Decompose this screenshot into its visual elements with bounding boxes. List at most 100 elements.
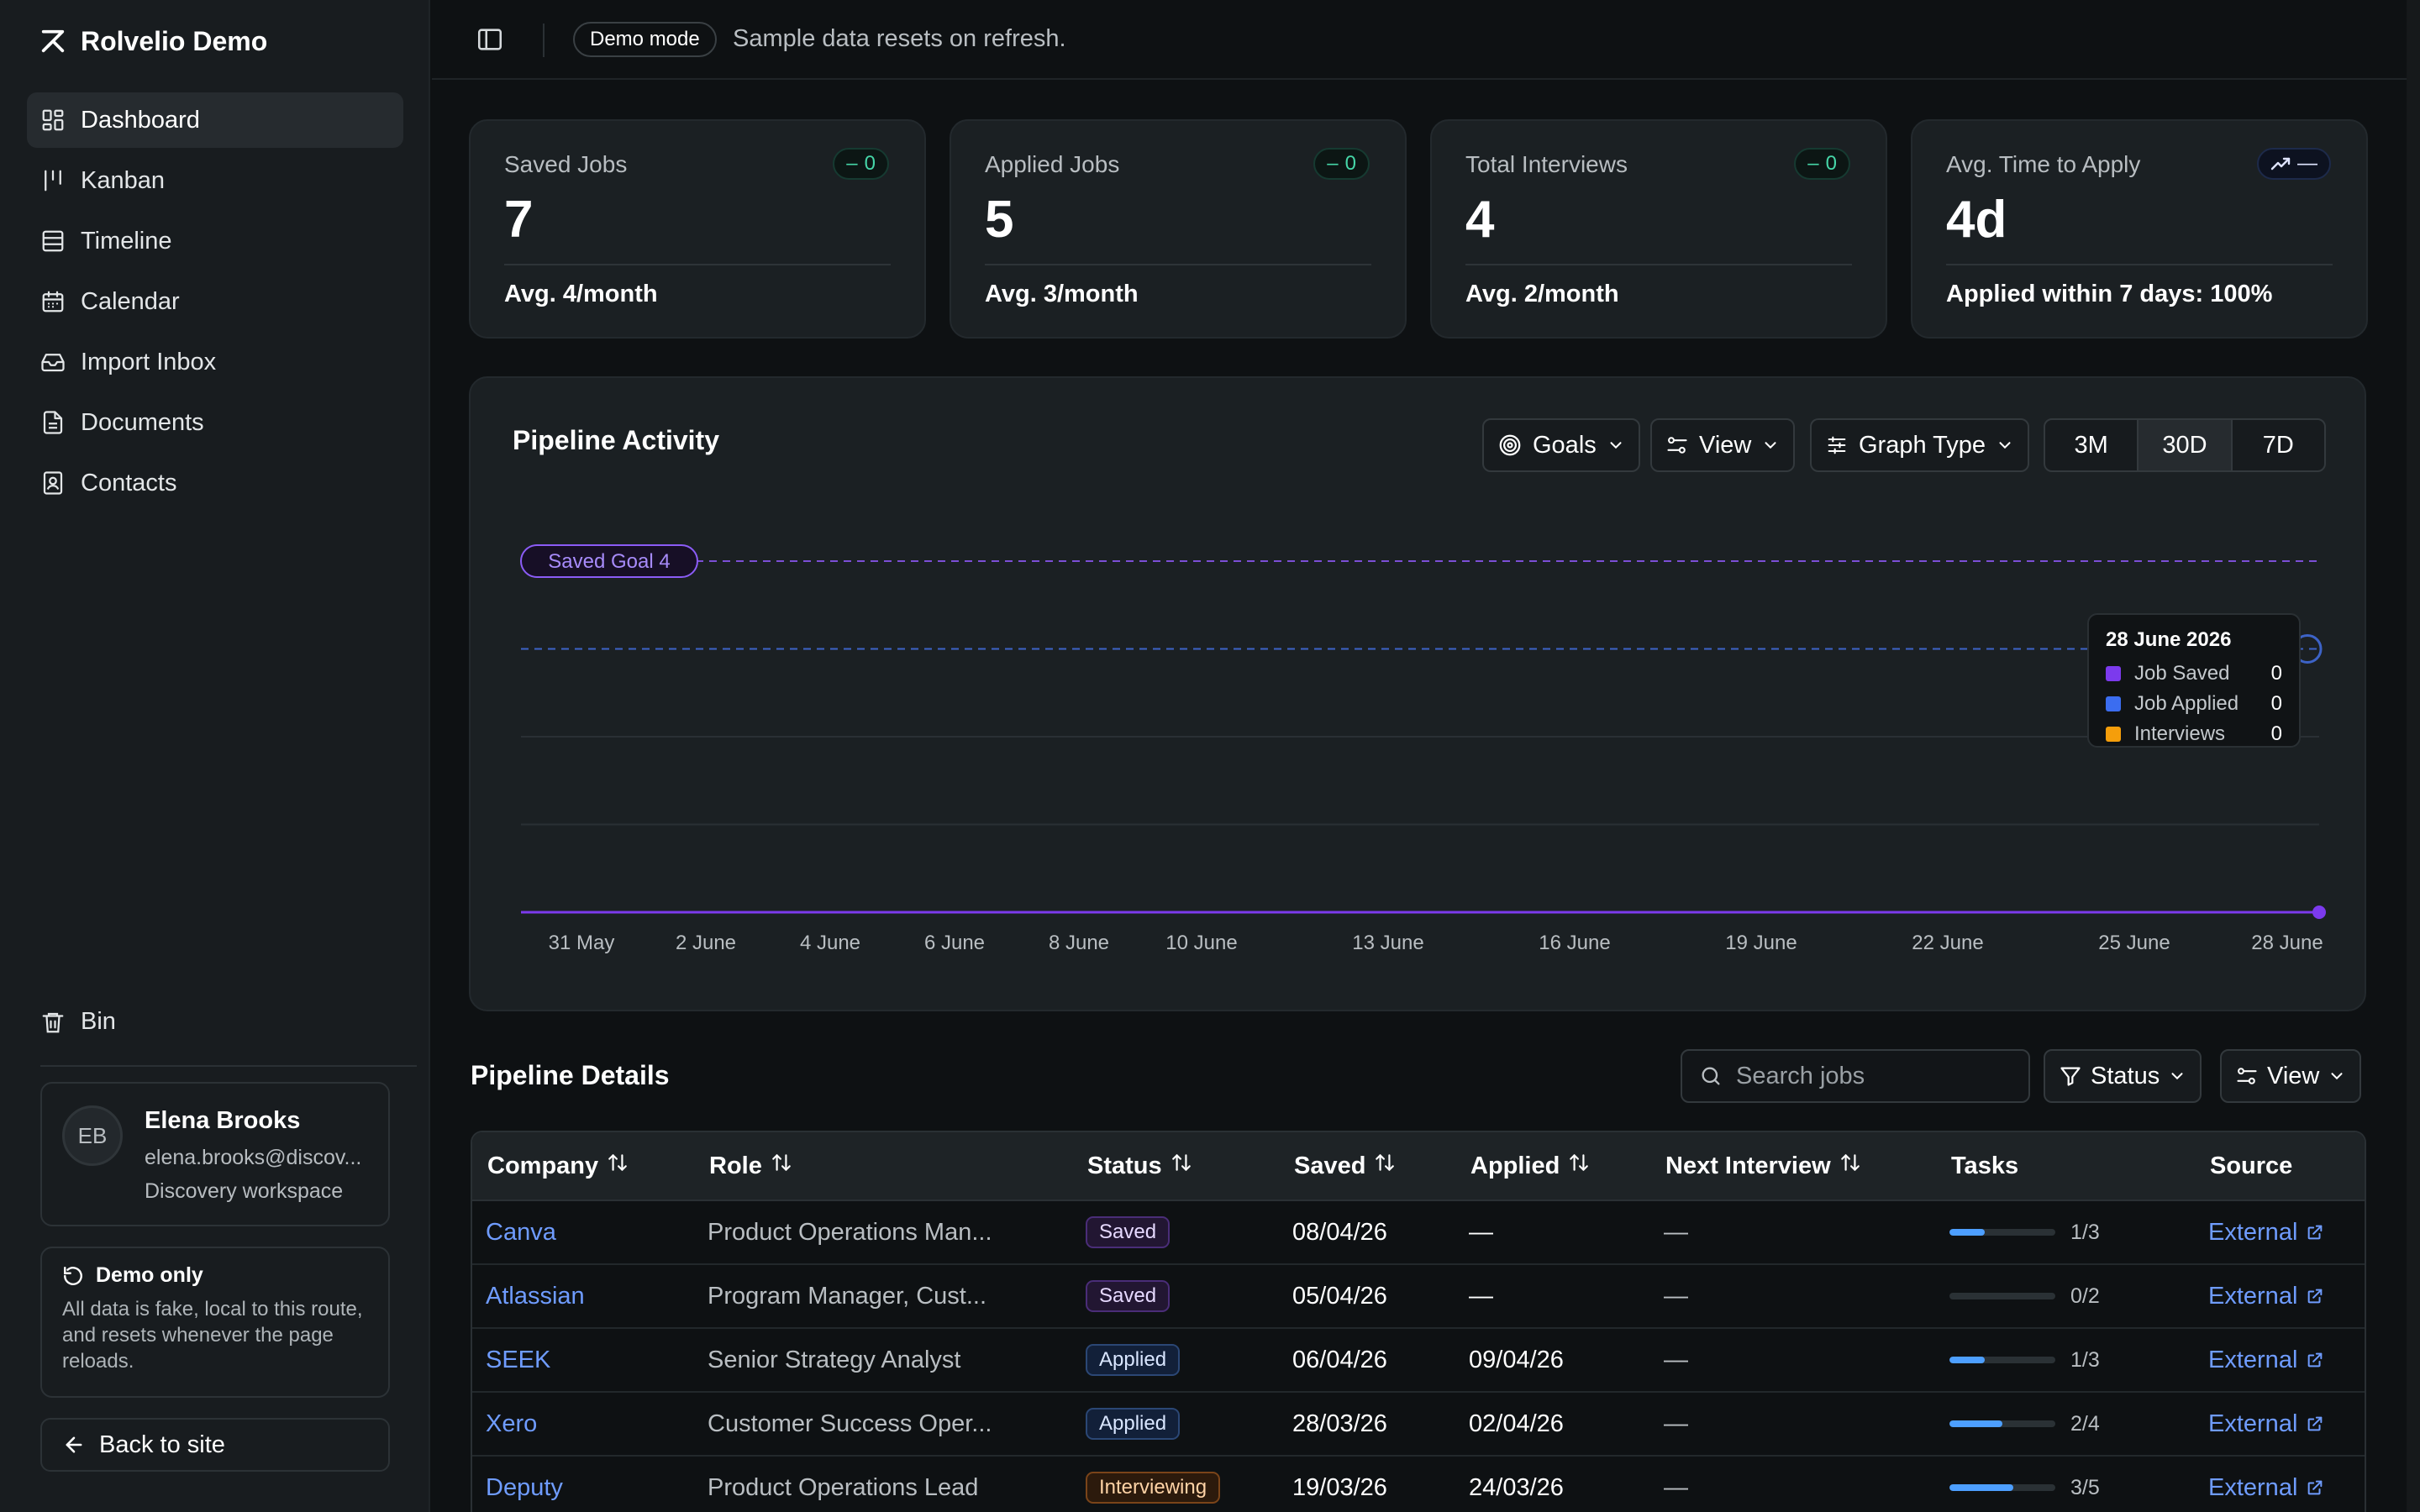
trending-up-icon	[2270, 157, 2291, 171]
external-link[interactable]: External	[2208, 1474, 2363, 1502]
sidebar-item-import-inbox[interactable]: Import Inbox	[27, 334, 403, 390]
tooltip-value: 0	[2270, 722, 2282, 745]
cell-company[interactable]: SEEK	[486, 1346, 551, 1373]
range-7d[interactable]: 7D	[2262, 431, 2294, 459]
inbox-icon	[41, 354, 65, 372]
trend-badge: —	[2257, 148, 2331, 180]
tooltip-row-job-saved: Job Saved 0	[2106, 659, 2282, 689]
cell-applied: 24/03/26	[1469, 1473, 1564, 1501]
stat-divider	[985, 264, 1371, 265]
table-header: Company Role Status Saved Applied Next I…	[472, 1132, 2365, 1201]
sidebar-item-label: Dashboard	[81, 106, 200, 134]
cell-next-interview: —	[1664, 1410, 1688, 1437]
status-filter-label: Status	[2091, 1062, 2160, 1089]
task-progress: 1/3	[1949, 1348, 2195, 1373]
chevron-down-icon	[2171, 1073, 2183, 1080]
trend-value: —	[2297, 152, 2317, 175]
graph-type-dropdown[interactable]: Graph Type	[1810, 418, 2030, 472]
external-link[interactable]: External	[2208, 1410, 2363, 1438]
stat-divider	[1465, 264, 1852, 265]
pipeline-activity-chart[interactable]: Saved Goal 4 31 May 2 June 4 June 6 June 8 Ju…	[471, 378, 2368, 1013]
cell-saved: 08/04/26	[1292, 1218, 1387, 1246]
task-progress: 2/4	[1949, 1412, 2195, 1436]
cell-status: Applied	[1072, 1344, 1279, 1376]
sidebar-item-label: Timeline	[81, 227, 172, 255]
stat-label: Total Interviews	[1465, 151, 1628, 177]
progress-fill	[1949, 1420, 2002, 1427]
sidebar-item-documents[interactable]: Documents	[27, 395, 403, 450]
filter-icon	[2060, 1067, 2081, 1086]
column-company[interactable]: Company	[472, 1152, 694, 1180]
table-row[interactable]: Deputy Product Operations Lead Interviewin…	[472, 1457, 2365, 1512]
profile-card[interactable]: EB Elena Brooks elena.brooks@discov... D…	[40, 1082, 390, 1226]
stat-footer: Avg. 4/month	[504, 281, 658, 307]
column-saved[interactable]: Saved	[1279, 1152, 1455, 1180]
table-row[interactable]: Xero Customer Success Oper... Applied 28/03…	[472, 1393, 2365, 1457]
view-dropdown[interactable]: View	[1650, 418, 1796, 472]
sidebar-item-kanban[interactable]: Kanban	[27, 153, 403, 208]
search-input[interactable]	[1736, 1062, 2005, 1090]
table-row[interactable]: Atlassian Program Manager, Cust... Saved 05…	[472, 1265, 2365, 1329]
sidebar-toggle-icon[interactable]	[476, 25, 504, 54]
cell-company[interactable]: Xero	[486, 1410, 538, 1437]
range-30d[interactable]: 30D	[2139, 420, 2233, 470]
brand[interactable]: Rolvelio Demo	[39, 24, 267, 59]
cell-applied: —	[1469, 1218, 1493, 1246]
stat-footer: Avg. 3/month	[985, 281, 1139, 307]
task-count: 1/3	[2070, 1347, 2100, 1372]
calendar-icon	[42, 291, 64, 312]
cell-source: External	[2195, 1219, 2363, 1247]
goals-dropdown[interactable]: Goals	[1482, 418, 1640, 472]
tooltip-value: 0	[2270, 692, 2282, 715]
cell-saved: 06/04/26	[1292, 1346, 1387, 1373]
cell-company[interactable]: Canva	[486, 1218, 556, 1246]
table-view-dropdown[interactable]: View	[2220, 1049, 2362, 1103]
external-link-icon	[2308, 1352, 2323, 1368]
cell-saved: 19/03/26	[1292, 1473, 1387, 1501]
pipeline-details-title: Pipeline Details	[471, 1060, 670, 1090]
external-link-label: External	[2208, 1410, 2298, 1437]
table-row[interactable]: Canva Product Operations Man... Saved 08/04…	[472, 1201, 2365, 1265]
sidebar: Rolvelio Demo Dashboard Kanban Timeline …	[0, 0, 430, 1512]
external-link-label: External	[2208, 1282, 2298, 1310]
external-link[interactable]: External	[2208, 1219, 2363, 1247]
sort-icon	[607, 1152, 629, 1180]
column-label: Source	[2210, 1152, 2293, 1179]
column-role[interactable]: Role	[694, 1152, 1072, 1180]
column-next-interview[interactable]: Next Interview	[1650, 1152, 1936, 1180]
external-link[interactable]: External	[2208, 1283, 2363, 1310]
sidebar-item-label: Documents	[81, 408, 204, 436]
back-to-site-button[interactable]: Back to site	[40, 1418, 390, 1472]
minus-icon: –	[846, 152, 858, 175]
search-box[interactable]	[1681, 1049, 2030, 1103]
column-applied[interactable]: Applied	[1455, 1152, 1650, 1180]
cell-next-interview: —	[1664, 1473, 1688, 1501]
sort-icon	[1568, 1152, 1590, 1180]
back-to-site-label: Back to site	[99, 1431, 225, 1458]
cell-applied: 09/04/26	[1469, 1346, 1564, 1373]
scrollbar[interactable]	[2407, 0, 2420, 1512]
range-3m[interactable]: 3M	[2045, 420, 2139, 470]
sidebar-item-calendar[interactable]: Calendar	[27, 274, 403, 329]
sidebar-item-contacts[interactable]: Contacts	[27, 455, 403, 511]
chevron-down-icon	[2331, 1073, 2343, 1080]
status-filter-dropdown[interactable]: Status	[2044, 1049, 2202, 1103]
cell-company[interactable]: Atlassian	[486, 1282, 585, 1310]
column-label: Status	[1087, 1152, 1162, 1179]
progress-fill	[1949, 1229, 1985, 1236]
cell-company[interactable]: Deputy	[486, 1473, 563, 1501]
stat-card-saved-jobs: Saved Jobs –0 7 Avg. 4/month	[469, 119, 926, 339]
sidebar-item-bin[interactable]: Bin	[40, 1008, 116, 1036]
table-row[interactable]: SEEK Senior Strategy Analyst Applied 06/04/…	[472, 1329, 2365, 1393]
profile-name: Elena Brooks	[145, 1107, 301, 1134]
goal-label-text: Saved Goal 4	[548, 550, 670, 573]
arrow-left-icon	[66, 1436, 82, 1453]
chevron-down-icon	[1765, 442, 1776, 449]
cell-status: Applied	[1072, 1408, 1279, 1440]
sidebar-item-dashboard[interactable]: Dashboard	[27, 92, 403, 148]
sidebar-item-timeline[interactable]: Timeline	[27, 213, 403, 269]
external-link-icon	[2308, 1416, 2323, 1431]
column-status[interactable]: Status	[1072, 1152, 1279, 1180]
external-link[interactable]: External	[2208, 1347, 2363, 1374]
stat-card-avg-time-to-apply: Avg. Time to Apply — 4d Applied within 7…	[1911, 119, 2368, 339]
